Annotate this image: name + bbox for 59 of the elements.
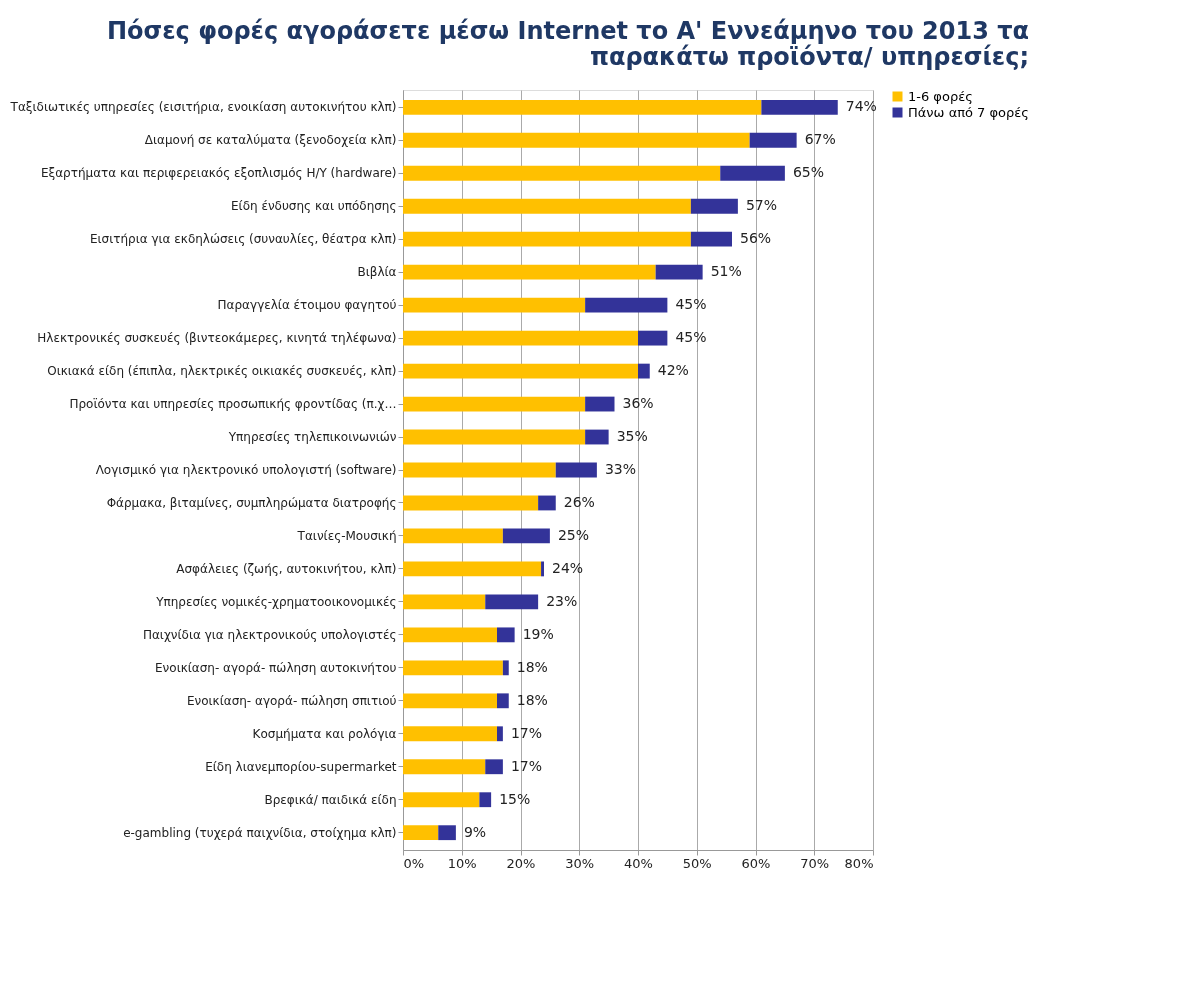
legend-label: 1-6 φορές — [908, 88, 973, 104]
x-tick-label: 70% — [800, 855, 830, 871]
y-tick-label: Παραγγελία έτοιμου φαγητού — [217, 298, 397, 313]
total-label: 26% — [563, 493, 595, 510]
y-tick-label: Είδη λιανεμπορίου-supermarket — [205, 759, 397, 774]
y-tick-label: Ασφάλειες (ζωής, αυτοκινήτου, κλπ) — [176, 561, 397, 576]
y-tick-label: Διαμονή σε καταλύματα (ξενοδοχεία κλπ) — [144, 133, 397, 148]
total-label: 67% — [804, 131, 836, 148]
total-label: 24% — [552, 559, 584, 576]
total-label: 23% — [546, 592, 578, 609]
total-label: 15% — [499, 790, 531, 807]
x-tick-label: 40% — [624, 855, 653, 871]
y-tick-label: Βιβλία — [357, 265, 397, 280]
y-tick-label: Ταινίες-Μουσική — [296, 528, 397, 543]
y-tick-label: Ηλεκτρονικές συσκευές (βιντεοκάμερες, κινητά τηλέφωνα) — [37, 331, 397, 346]
x-tick-label: 0% — [403, 855, 425, 871]
total-label: 56% — [740, 230, 772, 247]
total-label: 35% — [616, 428, 648, 445]
y-tick-label: Υπηρεσίες τηλεπικοινωνιών — [227, 430, 397, 445]
total-label: 42% — [657, 362, 689, 379]
total-label: 45% — [675, 296, 707, 313]
y-tick-label: Ταξιδιωτικές υπηρεσίες (εισιτήρια, ενοικίαση αυτοκινήτου κλπ) — [9, 100, 397, 115]
y-tick-label: e-gambling (τυχερά παιχνίδια, στοίχημα κλπ) — [123, 825, 397, 840]
y-tick-label: Κοσμήματα και ρολόγια — [252, 726, 397, 741]
x-tick-label: 20% — [506, 855, 536, 871]
total-label: 57% — [745, 197, 777, 214]
y-tick-label: Προϊόντα και υπηρεσίες προσωπικής φροντίδας (π.χ… — [69, 397, 397, 412]
y-tick-label: Παιχνίδια για ηλεκτρονικούς υπολογιστές — [142, 627, 397, 642]
x-tick-label: 50% — [682, 855, 712, 871]
text: Πόσες φορές αγοράσετε μέσω Internet το Α' Εννεάμηνο του 2013 τα — [106, 17, 1029, 45]
total-label: 33% — [604, 461, 636, 477]
total-label: 9% — [463, 823, 487, 840]
x-tick-label: 60% — [741, 855, 771, 871]
total-label: 18% — [516, 658, 548, 675]
total-label: 74% — [845, 98, 877, 115]
total-label: 25% — [557, 526, 589, 543]
y-tick-label: Βρεφικά/ παιδικά είδη — [264, 792, 397, 807]
x-tick-label: 30% — [565, 855, 595, 871]
y-tick-label: Είδη ένδυσης και υπόδησης — [230, 199, 397, 214]
y-tick-label: Οικιακά είδη (έπιπλα, ηλεκτρικές οικιακές συσκευές, κλπ) — [47, 364, 397, 379]
y-tick-label: Ενοικίαση- αγορά- πώληση σπιτιού — [186, 693, 397, 708]
total-label: 65% — [792, 164, 824, 181]
text: παρακάτω προϊόντα/ υπηρεσίες; — [589, 43, 1029, 71]
total-label: 17% — [510, 724, 542, 741]
y-tick-label: Υπηρεσίες νομικές-χρηματοοικονομικές — [155, 594, 397, 609]
y-tick-label: Ενοικίαση- αγορά- πώληση αυτοκινήτου — [155, 660, 397, 675]
total-label: 45% — [675, 329, 707, 346]
legend-label: Πάνω από 7 φορές — [908, 104, 1029, 120]
y-tick-label: Εισιτήρια για εκδηλώσεις (συναυλίες, θέατρα κλπ) — [89, 232, 397, 247]
y-tick-label: Λογισμικό για ηλεκτρονικό υπολογιστή (software) — [95, 463, 397, 477]
x-tick-label: 10% — [447, 855, 477, 871]
total-label: 36% — [622, 395, 654, 412]
y-tick-label: Φάρμακα, βιταμίνες, συμπληρώματα διατροφής — [106, 495, 397, 510]
y-tick-label: Εξαρτήματα και περιφερειακός εξοπλισμός Η/Υ (hardware) — [40, 166, 397, 181]
total-label: 51% — [710, 263, 742, 280]
total-label: 18% — [516, 691, 548, 708]
x-tick-label: 80% — [844, 855, 874, 871]
total-label: 19% — [522, 625, 554, 642]
total-label: 17% — [510, 757, 542, 774]
